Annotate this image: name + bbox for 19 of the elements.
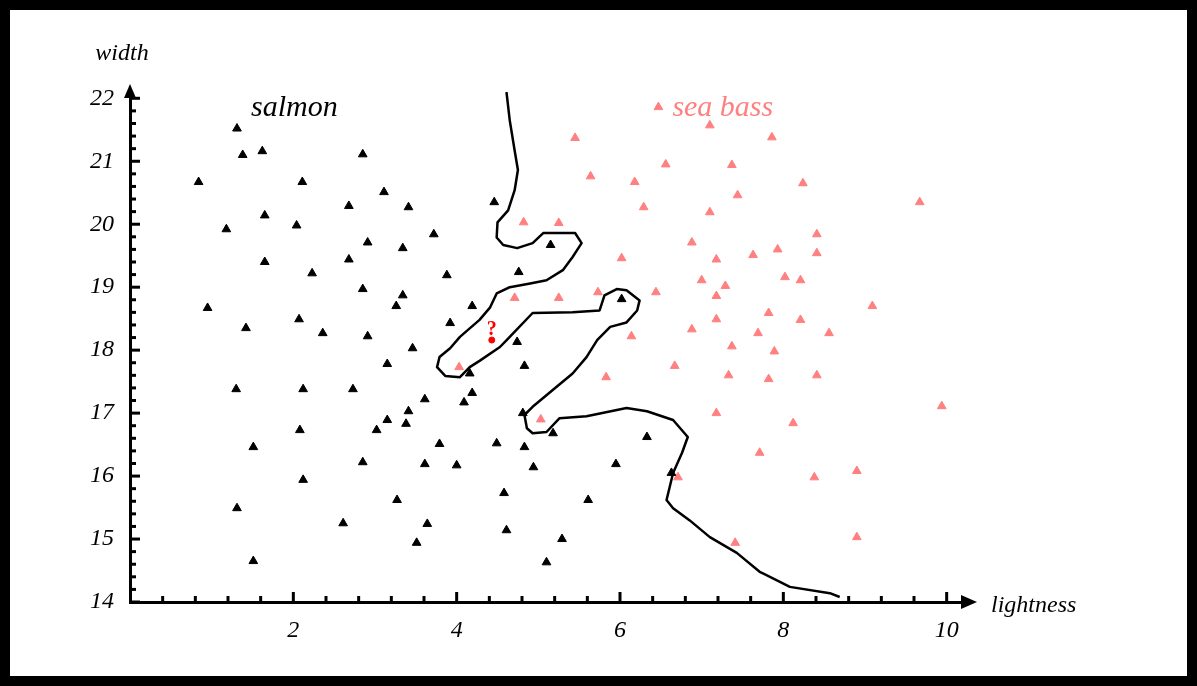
- y-tick-label: 16: [90, 461, 114, 488]
- y-tick-label: 17: [90, 398, 115, 425]
- y-tick-label: 14: [90, 587, 114, 614]
- series-label: sea bass: [672, 88, 774, 122]
- y-tick-label: 15: [90, 524, 114, 551]
- y-tick-label: 20: [90, 209, 114, 236]
- series-label: salmon: [250, 88, 338, 122]
- y-tick-label: 19: [90, 272, 114, 299]
- series-label: ?: [486, 317, 497, 340]
- x-tick-label: 4: [450, 615, 463, 642]
- y-axis-title: width: [95, 39, 149, 66]
- x-tick-label: 8: [777, 615, 790, 642]
- x-tick-label: 2: [287, 615, 300, 642]
- x-tick-label: 10: [934, 615, 959, 642]
- y-tick-label: 18: [90, 335, 114, 362]
- y-tick-label: 21: [90, 146, 114, 173]
- x-axis-title: lightness: [991, 591, 1077, 618]
- x-tick-label: 6: [614, 615, 626, 642]
- y-tick-label: 22: [90, 83, 114, 110]
